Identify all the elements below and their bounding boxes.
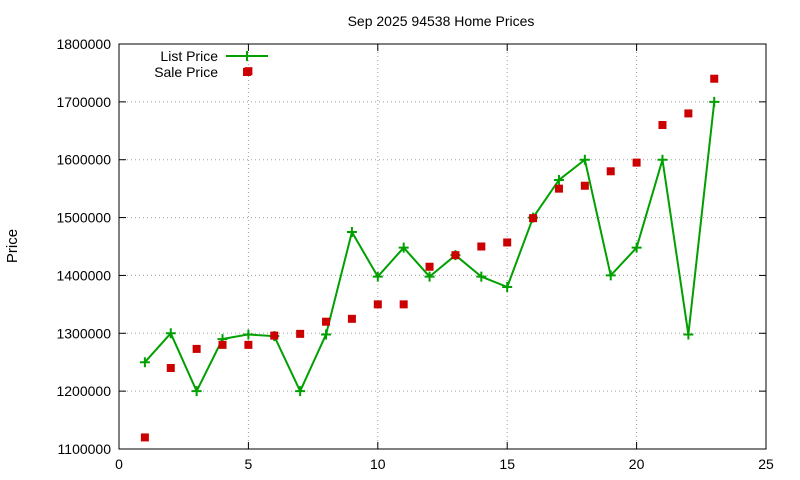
y-tick-label: 1800000 <box>56 36 111 52</box>
x-tick-label: 5 <box>245 456 253 472</box>
sale-price-point <box>399 300 408 309</box>
list-price-point <box>295 386 306 397</box>
sale-price-point <box>606 167 615 176</box>
plot-area <box>139 67 720 442</box>
x-tick-label: 10 <box>370 456 386 472</box>
list-price-point <box>165 328 176 339</box>
sale-price-point <box>270 331 279 340</box>
axes <box>118 43 767 450</box>
sale-price-point <box>554 184 563 193</box>
list-price-point <box>424 271 435 282</box>
sale-price-point <box>710 74 719 83</box>
y-tick-label: 1400000 <box>56 267 111 283</box>
legend-label-list-price: List Price <box>160 48 218 64</box>
list-price-point <box>139 357 150 368</box>
sale-price-point <box>244 340 253 349</box>
sale-price-point <box>192 344 201 353</box>
legend-swatch-sale-price <box>243 68 251 76</box>
list-price-point <box>631 242 642 253</box>
y-tick-label: 1600000 <box>56 152 111 168</box>
list-price-point <box>346 227 357 238</box>
list-price-point <box>553 174 564 185</box>
y-tick-label: 1200000 <box>56 383 111 399</box>
list-price-point <box>605 270 616 281</box>
x-tick-label: 25 <box>758 456 774 472</box>
tick-labels: 1100000 1200000 1300000 1400000 1500000 16000… <box>56 36 774 472</box>
sale-price-point <box>373 300 382 309</box>
list-price-point <box>579 154 590 165</box>
y-tick-label: 1300000 <box>56 325 111 341</box>
sale-price-point <box>632 158 641 167</box>
sale-price-point <box>218 340 227 349</box>
list-price-point <box>398 242 409 253</box>
sale-price-point <box>166 364 175 372</box>
legend-label-sale-price: Sale Price <box>154 64 218 80</box>
sale-price-point <box>296 329 305 338</box>
y-axis-label: Price <box>4 229 21 263</box>
legend-marker-list-price <box>242 51 252 61</box>
list-price-point <box>372 271 383 282</box>
y-tick-label: 1700000 <box>56 94 111 110</box>
list-price-point <box>657 154 668 165</box>
sale-price-point <box>529 214 538 223</box>
sale-price-point <box>477 242 486 251</box>
sale-price-point <box>140 433 149 442</box>
x-tick-label: 20 <box>629 456 645 472</box>
grid <box>119 44 766 449</box>
list-price-point <box>683 329 694 340</box>
x-tick-label: 15 <box>499 456 515 472</box>
list-price-point <box>191 386 202 397</box>
list-price-point <box>321 329 332 340</box>
sale-price-point <box>503 238 512 247</box>
list-price-point <box>709 96 720 107</box>
sale-price-point <box>684 109 693 118</box>
y-tick-label: 1100000 <box>58 441 112 457</box>
sale-price-point <box>580 181 589 190</box>
sale-price-point <box>451 251 460 260</box>
y-tick-label: 1500000 <box>56 210 111 226</box>
sale-price-point <box>658 121 667 129</box>
sale-price-point <box>347 314 356 323</box>
list-price-point <box>243 329 254 340</box>
sale-price-point <box>322 317 331 326</box>
series-line-list-price <box>144 101 716 394</box>
list-price-point <box>502 282 513 292</box>
list-price-point <box>476 271 487 282</box>
x-tick-label: 0 <box>115 456 123 472</box>
plot-frame <box>118 43 767 450</box>
sale-price-point <box>425 262 434 271</box>
chart-title: Sep 2025 94538 Home Prices <box>348 13 535 29</box>
